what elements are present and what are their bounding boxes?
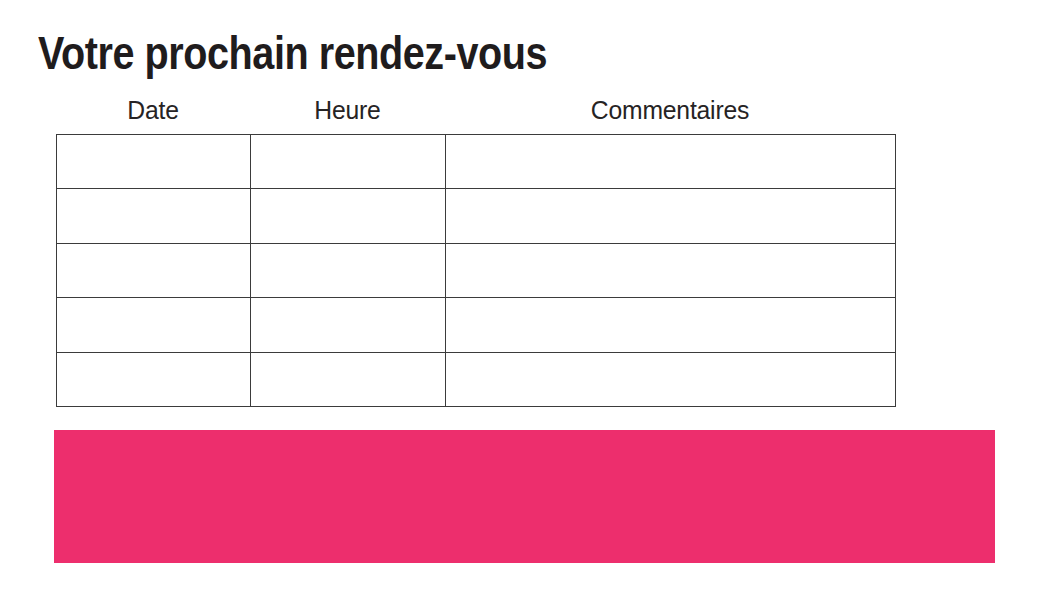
page-title: Votre prochain rendez-vous <box>38 26 547 80</box>
table-cell <box>446 189 896 243</box>
table-cell <box>57 135 251 189</box>
table-cell <box>251 189 446 243</box>
column-header-heure: Heure <box>255 92 440 126</box>
table-cell <box>57 243 251 297</box>
highlight-banner <box>54 430 995 563</box>
table-cell <box>446 135 896 189</box>
table-row <box>57 352 896 406</box>
table-header-row: Date Heure Commentaires <box>56 92 895 126</box>
table-cell <box>57 298 251 352</box>
table-cell <box>446 352 896 406</box>
table-cell <box>251 243 446 297</box>
column-header-date: Date <box>61 92 245 126</box>
table-cell <box>251 352 446 406</box>
column-header-commentaires: Commentaires <box>456 92 884 126</box>
table-row <box>57 135 896 189</box>
table-row <box>57 243 896 297</box>
table-cell <box>251 298 446 352</box>
appointments-table-body <box>57 135 896 407</box>
table-cell <box>57 189 251 243</box>
table-cell <box>446 243 896 297</box>
table-row <box>57 298 896 352</box>
table-cell <box>446 298 896 352</box>
table-row <box>57 189 896 243</box>
appointments-table <box>56 134 896 407</box>
table-cell <box>251 135 446 189</box>
table-cell <box>57 352 251 406</box>
